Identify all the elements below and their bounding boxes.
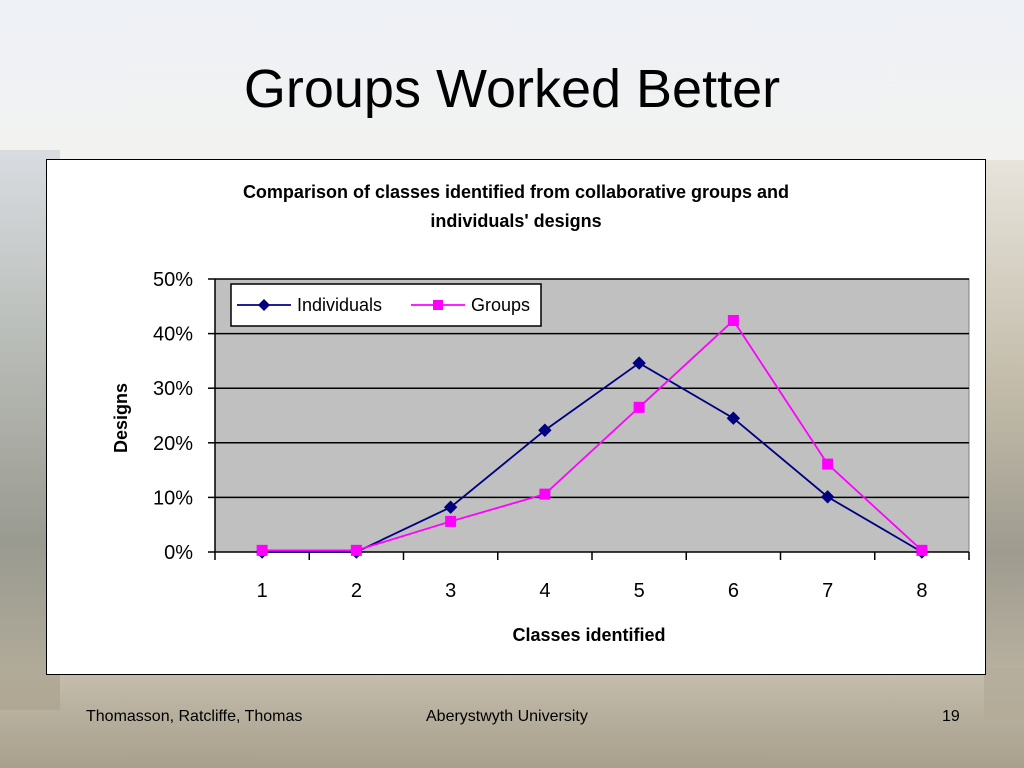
data-point-individuals	[538, 423, 552, 437]
x-tick-label: 2	[351, 580, 362, 602]
y-tick-label: 20%	[153, 433, 193, 455]
x-tick-label: 5	[634, 580, 645, 602]
x-tick-label: 3	[445, 580, 456, 602]
x-tick-label: 7	[822, 580, 833, 602]
x-tick-label: 8	[916, 580, 927, 602]
data-point-individuals	[726, 411, 741, 425]
y-axis-label: Designs	[111, 383, 131, 453]
y-tick-label: 0%	[164, 542, 193, 564]
chart-title-line-2: individuals' designs	[430, 211, 601, 231]
x-tick-label: 6	[728, 580, 739, 602]
legend-marker-groups	[433, 300, 443, 310]
background-right-haze	[984, 160, 1024, 720]
data-point-groups	[916, 544, 928, 556]
chart-container: Comparison of classes identified from co…	[46, 159, 986, 675]
legend-marker-individuals	[258, 299, 270, 311]
data-point-groups	[727, 314, 739, 326]
x-tick-label: 1	[257, 580, 268, 602]
data-point-groups	[539, 488, 551, 500]
footer-authors: Thomasson, Ratcliffe, Thomas	[86, 708, 303, 725]
series-line-individuals	[262, 362, 923, 553]
data-point-groups	[256, 544, 268, 556]
footer-institution: Aberystwyth University	[426, 708, 588, 725]
data-point-groups	[445, 515, 457, 527]
chart-title-line-1: Comparison of classes identified from co…	[243, 182, 789, 202]
data-point-individuals	[632, 356, 646, 370]
data-point-individuals	[820, 490, 835, 504]
y-tick-label: 50%	[153, 269, 193, 291]
slide-number: 19	[942, 708, 960, 725]
y-tick-label: 40%	[153, 324, 193, 346]
x-axis-label: Classes identified	[512, 625, 665, 645]
data-point-groups	[633, 401, 645, 413]
legend-label-individuals: Individuals	[297, 295, 382, 315]
data-point-groups	[822, 458, 834, 470]
legend-label-groups: Groups	[471, 295, 530, 315]
data-point-individuals	[443, 500, 458, 514]
data-point-groups	[350, 544, 362, 556]
y-tick-label: 10%	[153, 487, 193, 509]
slide-title: Groups Worked Better	[243, 59, 781, 119]
line-chart: Comparison of classes identified from co…	[111, 182, 970, 645]
y-tick-label: 30%	[153, 378, 193, 400]
x-tick-label: 4	[539, 580, 550, 602]
background-bottom-shade	[0, 668, 1024, 768]
series-line-groups	[262, 319, 923, 552]
